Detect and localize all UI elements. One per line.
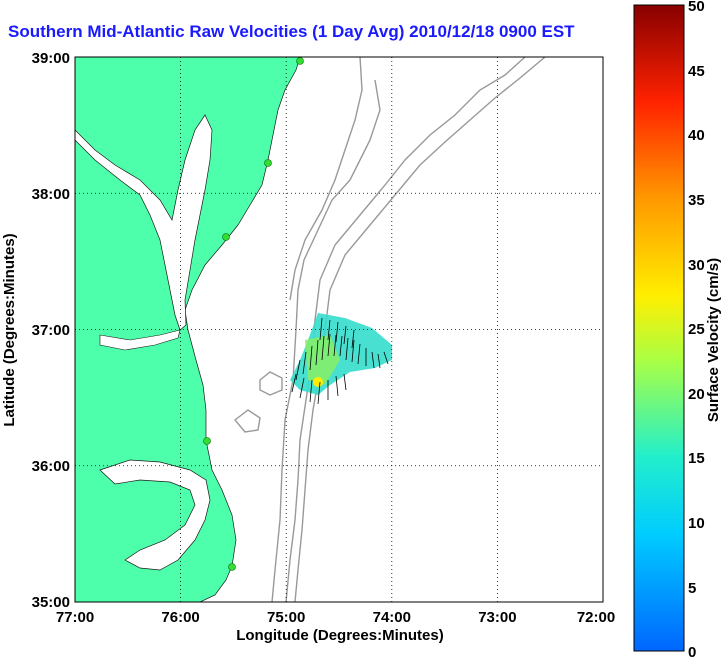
y-axis-label: Latitude (Degrees:Minutes) [1,233,18,426]
y-tick: 39:00 [32,50,70,67]
x-axis-label: Longitude (Degrees:Minutes) [236,627,444,644]
cb-tick: 30 [688,257,705,274]
river [99,329,181,351]
x-tick: 74:00 [373,609,411,626]
cb-tick: 50 [688,0,705,15]
y-tick: 37:00 [32,322,70,339]
sound-water [99,459,211,571]
gridlines [75,57,603,602]
cb-tick: 20 [688,386,705,403]
cb-tick: 25 [688,321,705,338]
velocity-vectors [291,317,389,405]
chesapeake-bay [75,114,213,331]
y-tick-labels: 39:00 38:00 37:00 36:00 35:00 [32,50,70,611]
cb-tick: 0 [688,644,696,659]
bathymetry-contours [233,57,546,602]
x-tick: 73:00 [478,609,516,626]
cb-tick: 5 [688,580,696,597]
y-tick: 38:00 [32,186,70,203]
cb-tick: 40 [688,127,705,144]
cb-tick: 35 [688,192,705,209]
cb-tick: 15 [688,450,705,467]
colorbar [633,4,685,652]
radar-stations [203,57,304,571]
colorbar-ticks: 50 45 40 35 30 25 20 15 10 5 0 [688,0,705,659]
x-tick: 75:00 [267,609,305,626]
x-tick-labels: 77:00 76:00 75:00 74:00 73:00 72:00 [56,609,615,626]
colorbar-label: Surface Velocity (cm/s) [705,258,722,422]
x-tick: 77:00 [56,609,94,626]
x-tick: 72:00 [577,609,615,626]
y-tick: 35:00 [32,594,70,611]
map-title: Southern Mid-Atlantic Raw Velocities (1 … [8,22,575,41]
x-tick: 76:00 [161,609,199,626]
cb-tick: 45 [688,63,705,80]
cb-tick: 10 [688,515,705,532]
y-tick: 36:00 [32,458,70,475]
